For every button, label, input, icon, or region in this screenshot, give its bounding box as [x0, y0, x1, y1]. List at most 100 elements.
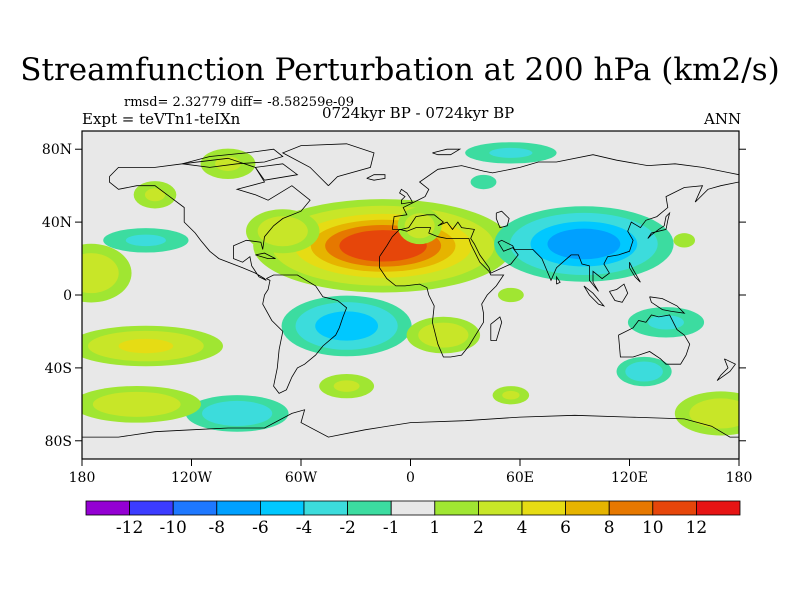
feature-low-tibet	[494, 206, 674, 282]
contour-band	[489, 147, 533, 158]
feature-high-south-pacific	[82, 325, 224, 367]
rmsd-diff-text: rmsd= 2.32779 diff= -8.58259e-09	[124, 95, 354, 110]
contour-band	[257, 216, 308, 247]
contour-field	[82, 131, 739, 459]
lat-tick-label: 0	[63, 288, 72, 304]
colorbar-swatch	[608, 500, 654, 516]
map-tick-labels: 80N 40N 0 40S 80S 180 120W 60W 0 60E 120E 180	[42, 142, 752, 486]
coastline-philippines	[629, 262, 641, 283]
feature-high-southwest-pacific	[674, 391, 739, 436]
coastline-new-zealand	[716, 358, 737, 381]
contour-band	[82, 253, 119, 294]
contour-band	[418, 322, 469, 348]
experiment-label: Expt = teVTn1-teIXn	[82, 110, 241, 128]
coastline-antarctica	[82, 409, 739, 438]
feature-high-west-pacific-north	[673, 233, 696, 248]
lon-tick-label: 120E	[611, 470, 648, 486]
lat-tick-label: 80S	[45, 434, 72, 450]
colorbar-label: 8	[604, 518, 615, 538]
contour-band	[625, 361, 663, 382]
lon-tick-label: 0	[406, 470, 415, 486]
coastline-cuba	[255, 252, 276, 260]
colorbar-swatch	[216, 500, 261, 516]
lon-tick-label: 120W	[171, 470, 213, 486]
feature-low-arctic-asia	[465, 142, 557, 164]
coastline-australia	[618, 314, 691, 365]
coastline-borneo	[609, 283, 629, 303]
coastline-new-guinea	[649, 296, 686, 314]
coastline-caspian	[495, 210, 510, 229]
coastline-uk	[399, 188, 413, 205]
contour-band	[125, 234, 166, 247]
feature-low-north-pacific	[103, 228, 189, 253]
colorbar: -12 -10 -8 -6 -4 -2 -1 1 2 4 6 8 10 12	[85, 500, 741, 538]
feature-high-south-atlantic	[319, 373, 375, 399]
coastline-canada-islands	[182, 148, 284, 168]
lon-tick-label: 60E	[506, 470, 534, 486]
lon-tick-label: 60W	[285, 470, 318, 486]
coastline-africa	[379, 227, 505, 358]
colorbar-swatch	[303, 500, 348, 516]
coastline-japan	[647, 211, 671, 239]
colorbar-swatch	[347, 500, 392, 516]
colorbar-swatch	[477, 500, 523, 516]
contour-band	[547, 228, 621, 260]
colorbar-swatch	[434, 500, 479, 516]
feature-high-central-north-america	[246, 209, 320, 254]
feature-low-australia-south	[616, 356, 672, 387]
coastlines	[82, 143, 739, 438]
contour-band	[315, 311, 379, 341]
colorbar-label: -2	[339, 518, 356, 538]
contour-band	[118, 338, 174, 354]
colorbar-label: -4	[296, 518, 313, 538]
coastline-south-america	[262, 274, 348, 394]
colorbar-swatch	[129, 500, 174, 516]
colorbar-label: -8	[209, 518, 226, 538]
colorbar-swatch	[565, 500, 610, 516]
feature-low-west-pacific	[627, 307, 705, 338]
coastline-baffin	[254, 163, 299, 181]
lat-tick-label: 40S	[45, 361, 72, 377]
coastline-eurasia	[391, 154, 739, 292]
contour-band	[144, 188, 166, 202]
feature-low-south-pacific	[185, 395, 289, 432]
contour-band	[689, 398, 739, 429]
colorbar-label: -1	[383, 518, 400, 538]
feature-high-east-pacific	[82, 243, 132, 303]
feature-high-south-indian	[492, 386, 530, 405]
colorbar-label: 4	[517, 518, 528, 538]
contour-band	[333, 380, 360, 392]
feature-low-central-atlantic-north	[470, 174, 497, 190]
coastline-iceland	[366, 174, 386, 181]
contour-band	[470, 174, 497, 190]
lat-tick-label: 40N	[42, 215, 72, 231]
period-label: 0724kyr BP - 0724kyr BP	[322, 104, 515, 122]
colorbar-label: -6	[252, 518, 269, 538]
coastline-north-america	[109, 157, 311, 281]
contour-band	[502, 390, 520, 400]
coastline-svalbard	[432, 148, 462, 156]
contour-band	[497, 287, 524, 303]
feature-high-se-pacific	[82, 385, 202, 423]
feature-low-south-america	[281, 295, 412, 357]
colorbar-label: 1	[429, 518, 440, 538]
contour-band	[648, 315, 684, 330]
colorbar-swatch	[652, 500, 697, 516]
contour-band	[673, 233, 696, 248]
colorbar-label: -10	[160, 518, 187, 538]
lat-tick-label: 80N	[42, 142, 72, 158]
colorbar-label: 12	[686, 518, 708, 538]
colorbar-label: 10	[642, 518, 664, 538]
feature-high-india-ocean	[497, 287, 524, 303]
contour-band	[404, 213, 435, 239]
feature-high-africa-south	[406, 316, 481, 354]
coastline-sumatra	[583, 285, 606, 307]
colorbar-label: 6	[560, 518, 571, 538]
colorbar-label: -12	[116, 518, 143, 538]
colorbar-swatch	[85, 500, 130, 516]
feature-high-ne-pacific	[133, 181, 177, 209]
coastline-madagascar	[490, 316, 503, 342]
colorbar-swatch	[172, 500, 218, 516]
lon-tick-label: 180	[726, 470, 753, 486]
